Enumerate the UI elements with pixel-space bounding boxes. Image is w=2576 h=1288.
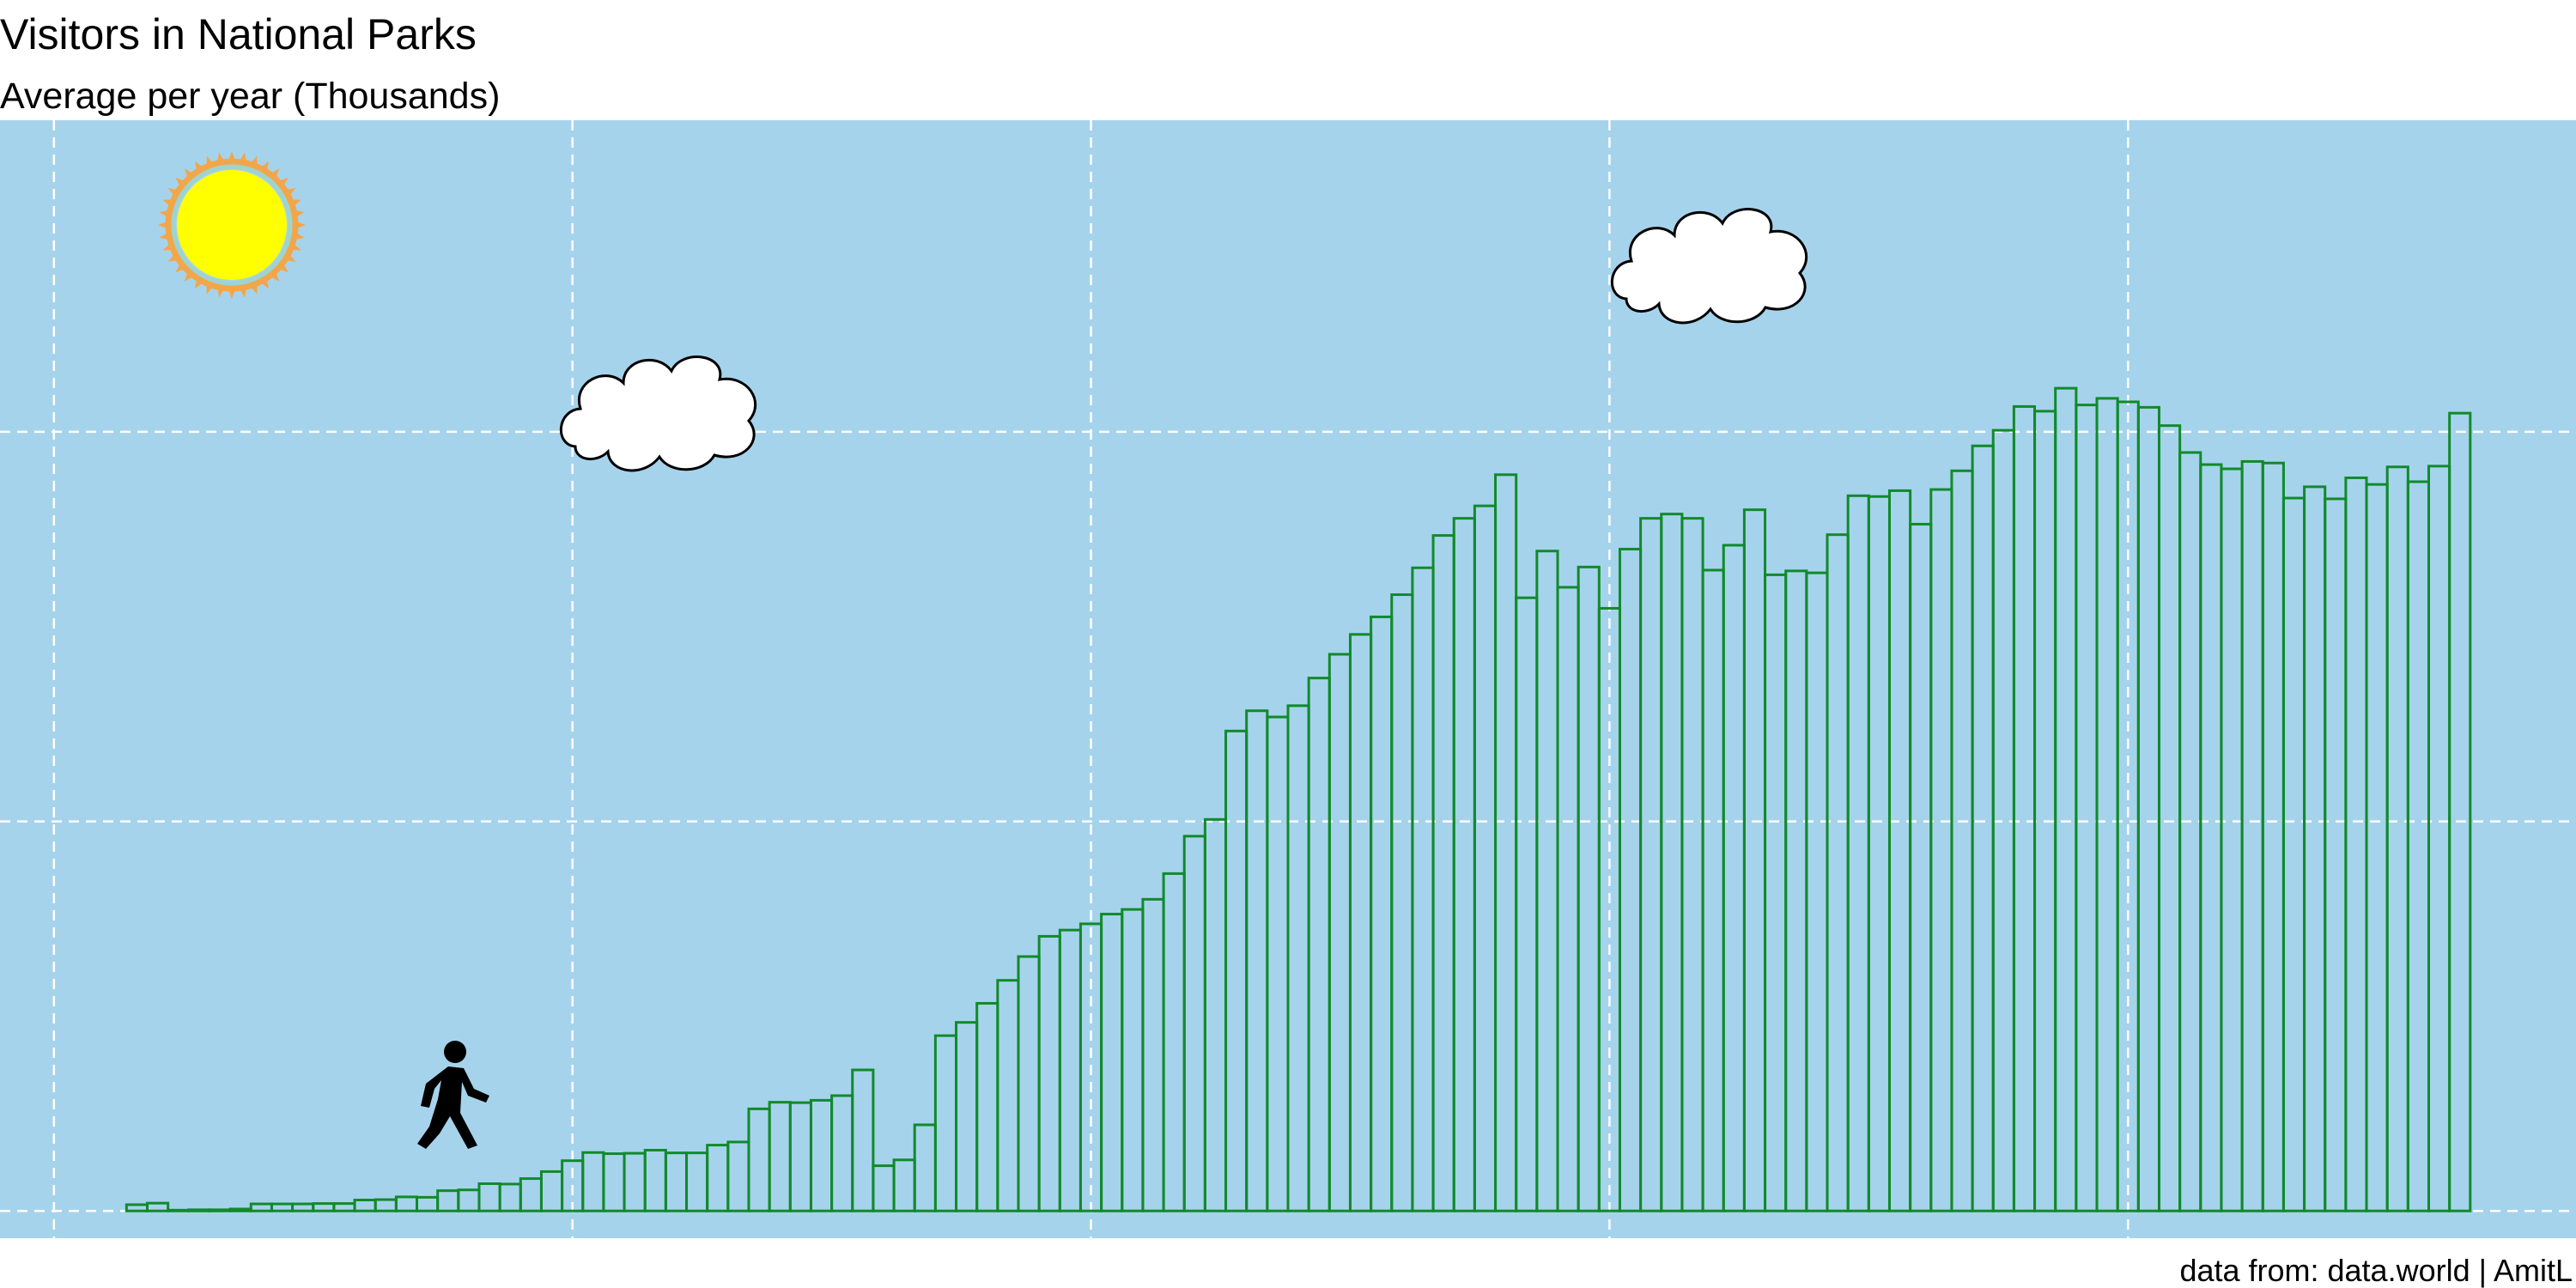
chart-caption: data from: data.world | AmitL	[2179, 1253, 2573, 1288]
walking-person-icon	[417, 1041, 489, 1149]
bar	[145, 1201, 170, 1212]
bar	[2448, 411, 2472, 1212]
bar	[187, 1208, 211, 1212]
chart-title: Visitors in National Parks	[0, 10, 477, 58]
cloud-icon	[560, 355, 757, 472]
sun-icon	[158, 151, 306, 299]
chart-subtitle: Average per year (Thousands)	[0, 76, 501, 117]
bar	[208, 1208, 232, 1212]
bar	[167, 1208, 191, 1212]
bar	[228, 1207, 252, 1212]
bar	[851, 1068, 875, 1212]
bar-series	[125, 386, 2472, 1212]
cloud-icon	[1611, 208, 1808, 325]
